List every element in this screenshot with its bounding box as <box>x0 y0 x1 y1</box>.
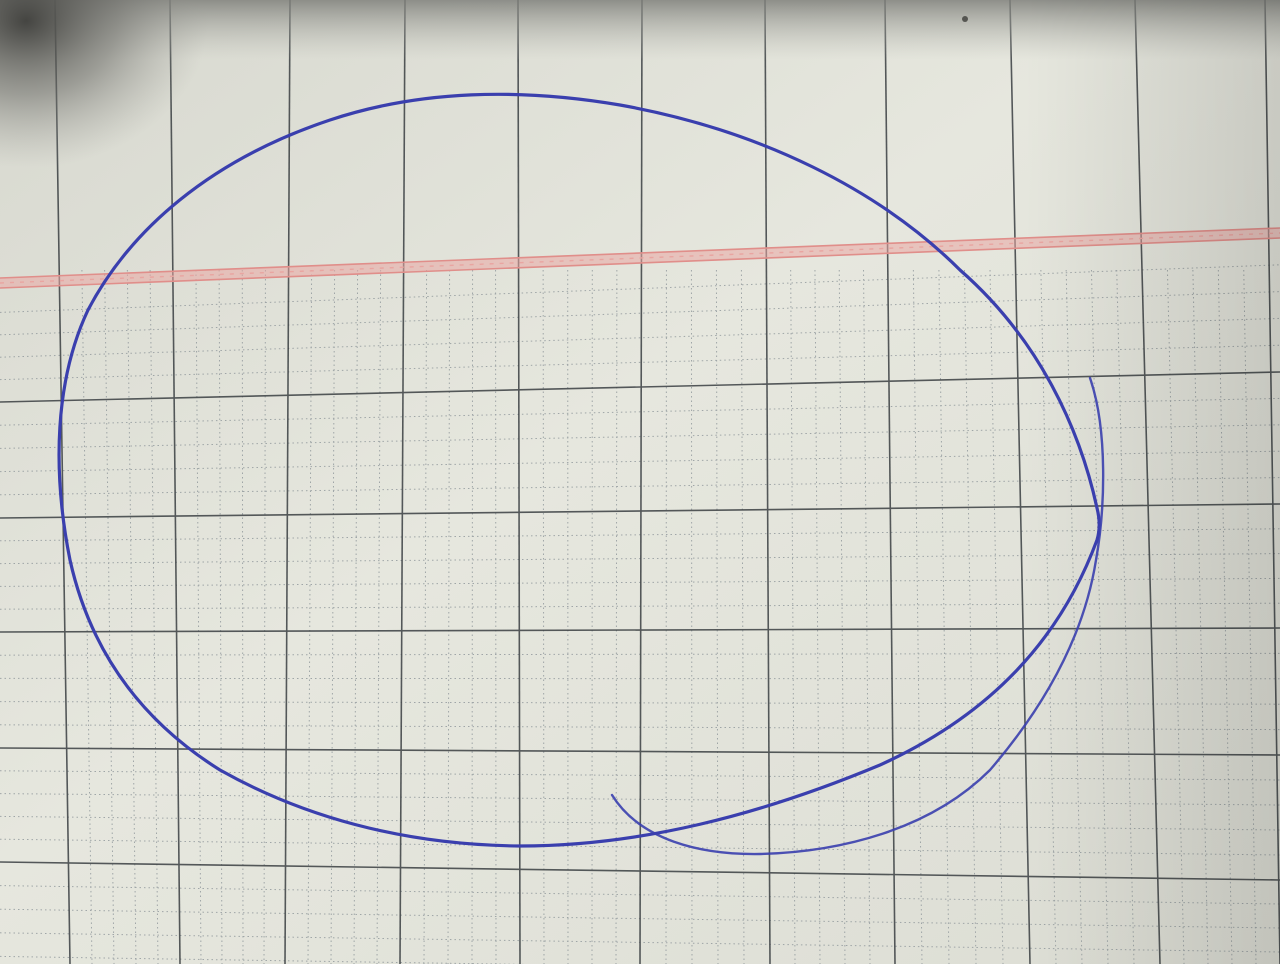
paper-speck <box>962 16 968 22</box>
pen-stroke-main <box>57 92 1101 848</box>
pen-loop-drawing <box>57 92 1105 856</box>
pen-stroke-tail <box>610 376 1105 856</box>
